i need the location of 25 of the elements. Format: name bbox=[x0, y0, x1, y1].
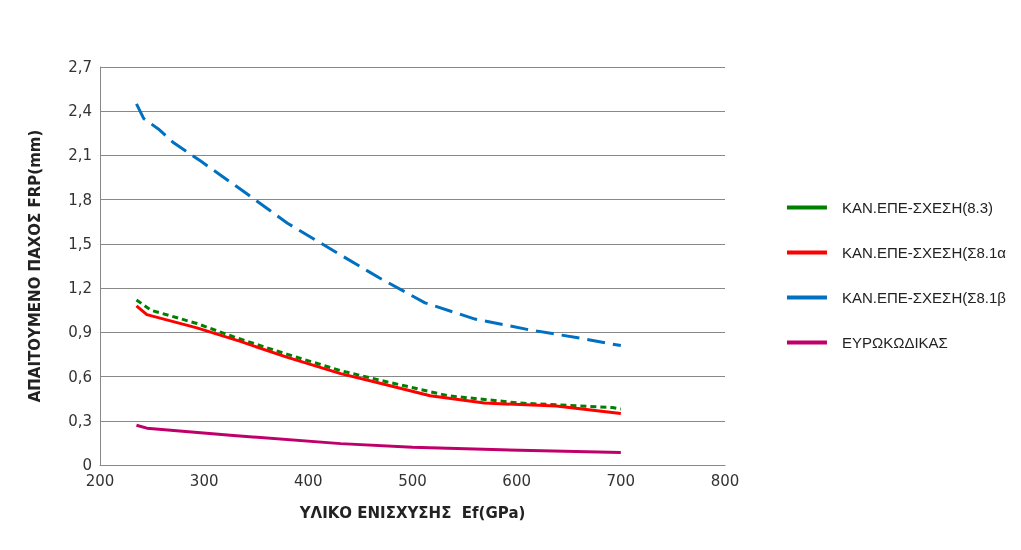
legend-label: ΕΥΡΩΚΩΔΙΚΑΣ bbox=[841, 334, 948, 351]
y-tick-label: 2,7 bbox=[68, 58, 92, 76]
legend-label: ΚΑΝ.ΕΠΕ-ΣΧΕΣΗ(8.3) bbox=[841, 199, 994, 216]
x-tick-label: 600 bbox=[502, 471, 531, 490]
x-tick-label: 200 bbox=[85, 471, 115, 490]
x-tick-label: 300 bbox=[189, 471, 219, 490]
legend-label: ΚΑΝ.ΕΠΕ-ΣΧΕΣΗ(Σ8.1α bbox=[841, 244, 1007, 261]
x-axis-title: ΥΛΙΚΟ ΕΝΙΣΧΥΣΗΣ Ef(GPa) bbox=[298, 503, 526, 522]
legend-label: ΚΑΝ.ΕΠΕ-ΣΧΕΣΗ(Σ8.1β bbox=[841, 289, 1007, 306]
y-tick-label: 0 bbox=[82, 456, 92, 474]
x-tick-label: 500 bbox=[398, 471, 427, 490]
y-axis-title: ΑΠΑΙΤΟΥΜΕΝΟ ΠΑΧΟΣ FRP(mm) bbox=[25, 129, 44, 403]
line-series bbox=[134, 102, 623, 348]
y-tick-label: 1,2 bbox=[68, 279, 92, 298]
line-series bbox=[134, 423, 623, 454]
y-tick-label: 1,8 bbox=[68, 190, 92, 209]
y-tick-label: 0,3 bbox=[68, 411, 92, 430]
y-tick-label: 2,1 bbox=[68, 146, 92, 165]
x-tick-label: 800 bbox=[710, 471, 740, 490]
y-tick-label: 0,9 bbox=[68, 323, 92, 342]
y-tick-label: 1,5 bbox=[68, 234, 92, 253]
x-tick-label: 700 bbox=[606, 471, 636, 490]
y-tick-label: 0,6 bbox=[68, 367, 92, 386]
x-tick-label: 400 bbox=[294, 471, 323, 490]
y-tick-label: 2,4 bbox=[68, 102, 92, 121]
